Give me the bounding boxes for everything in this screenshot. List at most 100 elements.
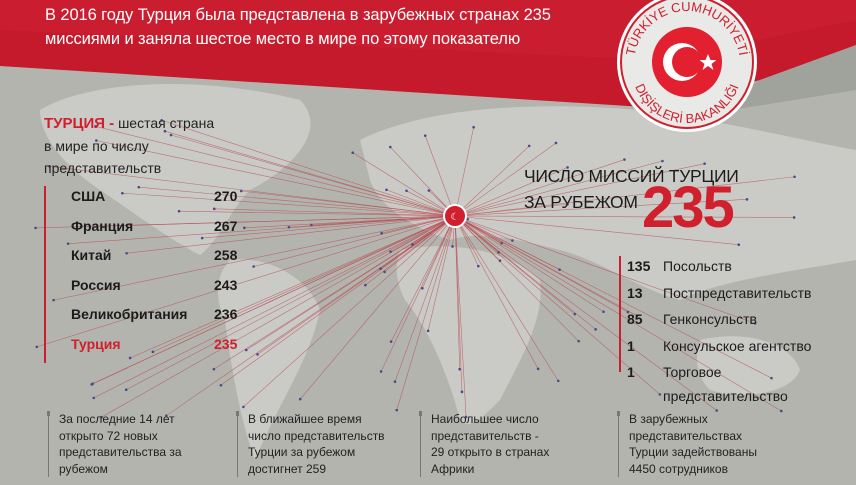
connection-line: [101, 215, 456, 418]
connection-line: [454, 215, 661, 395]
mission-dot: [405, 189, 408, 193]
connection-line: [454, 142, 557, 217]
mission-dot: [383, 270, 386, 274]
mission-dot: [737, 243, 741, 247]
mission-dot: [573, 312, 577, 316]
note-staff: В зарубежных представительствах Турции зад…: [617, 411, 757, 477]
connection-line: [170, 134, 456, 217]
mission-dot: [421, 286, 424, 290]
mission-dot: [252, 265, 255, 268]
mission-dot: [635, 314, 639, 318]
mission-dot: [661, 159, 664, 163]
note-africa: Наибольшее число представительств -29 отк…: [418, 411, 549, 477]
mission-dot: [48, 165, 51, 168]
mission-dot: [556, 379, 560, 383]
mission-dot: [426, 329, 430, 333]
mission-dot: [177, 209, 181, 213]
mission-dot: [121, 191, 124, 195]
mission-dot: [287, 225, 291, 229]
connection-line: [454, 160, 663, 217]
mission-dot: [527, 144, 531, 148]
mission-dot: [577, 339, 581, 343]
mission-dot: [623, 158, 626, 161]
crescent-star-icon: ☾: [451, 212, 460, 223]
connection-line: [454, 215, 717, 411]
mission-dot: [427, 189, 431, 192]
mission-dot: [703, 162, 706, 165]
connection-line: [365, 215, 456, 286]
mission-dot: [160, 118, 163, 122]
ranking-row: США 270: [71, 188, 238, 204]
connection-line: [243, 215, 456, 408]
connection-line: [213, 215, 456, 370]
connection-line: [386, 189, 456, 217]
connection-line: [288, 215, 456, 228]
connection-line: [49, 166, 456, 217]
connection-line: [454, 163, 705, 217]
country-ranking: США 270 Франция 267 Китай 258 Россия 243 Вел…: [44, 186, 246, 363]
mission-dot: [94, 125, 97, 128]
note-new-missions: За последние 14 лет открыто 72 новых предс…: [47, 411, 182, 477]
connection-line: [454, 215, 795, 218]
mission-dot: [364, 283, 367, 287]
mission-dot: [566, 166, 569, 169]
mission-dot: [558, 268, 561, 271]
mission-dot: [100, 415, 103, 419]
ranking-row: Россия 243: [71, 276, 238, 293]
connection-line: [152, 215, 456, 353]
mission-dot: [393, 380, 397, 383]
connection-line: [454, 215, 596, 330]
mission-dot: [460, 390, 464, 394]
mission-dot: [793, 175, 796, 179]
mission-dot: [34, 226, 37, 230]
mission-dot: [451, 245, 454, 248]
total-label: ЧИСЛО МИССИЙ ТУРЦИИ ЗА РУБЕЖОМ: [524, 166, 739, 212]
mission-dot: [212, 207, 216, 211]
mission-dot: [389, 340, 393, 343]
connection-line: [129, 215, 456, 359]
connection-line: [454, 215, 560, 270]
connection-line: [53, 215, 456, 301]
mission-dot: [388, 145, 392, 149]
connection-line: [126, 215, 456, 390]
connection-line: [220, 215, 456, 386]
ranking-row: Франция 267: [71, 217, 238, 234]
ranking-row-turkey: Турция 235: [71, 335, 238, 352]
mission-dot: [298, 397, 302, 401]
mission-dot: [566, 202, 569, 206]
mission-dot: [124, 388, 128, 391]
connection-line: [427, 215, 456, 331]
connection-line: [394, 215, 456, 382]
connection-line: [454, 176, 795, 217]
mission-dot: [212, 367, 216, 371]
ranking-row: Великобритания 236: [71, 306, 238, 322]
mission-dot: [536, 367, 540, 371]
mission-dot: [90, 383, 94, 386]
mission-dot: [554, 141, 558, 145]
connection-line: [454, 215, 756, 324]
note-future-missions: В ближайшее время число представительств Т…: [236, 411, 385, 477]
connection-line: [126, 215, 456, 254]
mission-dot: [244, 348, 248, 352]
connection-line: [164, 130, 456, 217]
connection-line: [454, 127, 474, 217]
connection-line: [93, 215, 456, 399]
connection-line: [179, 210, 456, 217]
connection-line: [381, 215, 456, 234]
connection-line: [454, 215, 739, 246]
mission-dot: [137, 185, 141, 189]
connection-line: [95, 126, 456, 217]
mission-dot: [379, 370, 383, 373]
mission-dot: [626, 310, 630, 314]
mission-dot: [169, 133, 173, 137]
mission-dot: [256, 353, 259, 356]
lead-text: ТУРЦИЯ - шестая страна в мире по числу п…: [44, 115, 215, 176]
connection-line: [380, 215, 456, 269]
connection-line: [202, 215, 456, 239]
mission-dot: [151, 350, 155, 354]
connection-line: [138, 186, 456, 217]
connection-line: [454, 215, 467, 417]
mission-dot: [770, 376, 773, 380]
mission-dot: [498, 259, 502, 263]
mission-dot: [66, 242, 70, 245]
